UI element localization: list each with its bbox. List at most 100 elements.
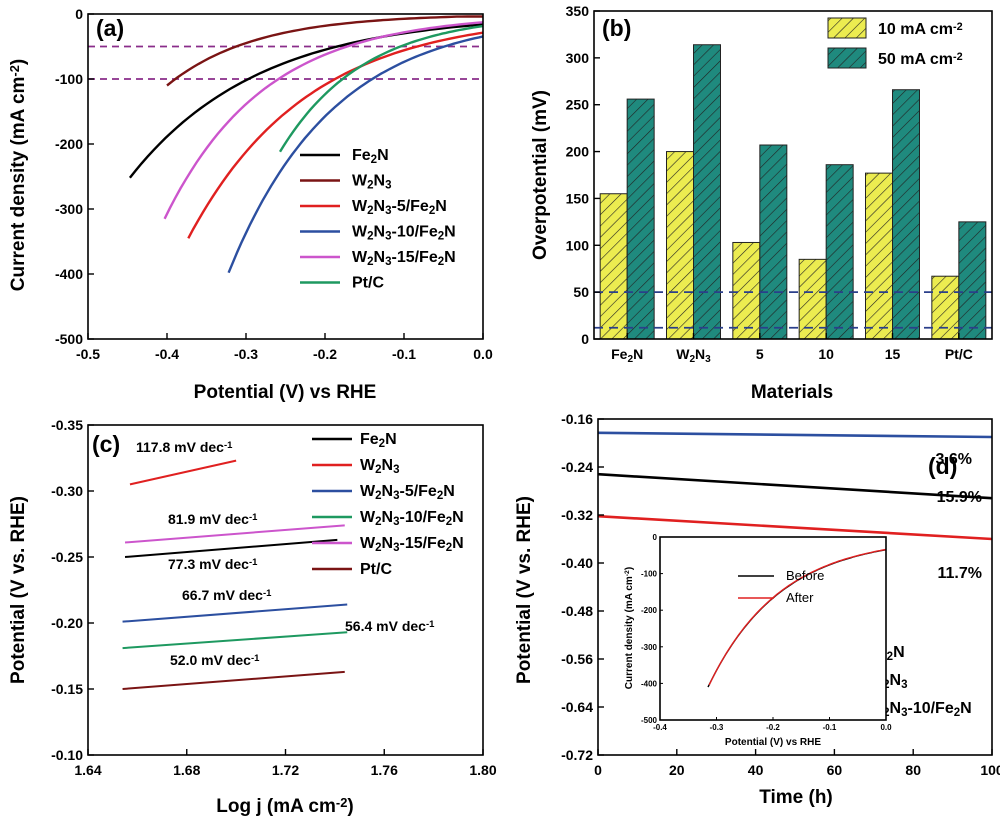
panel-a-plot-frame — [87, 13, 484, 340]
panel-c-y-axis-title: Potential (V vs. RHE) — [8, 496, 29, 684]
panel-b-bar-hatch — [627, 99, 655, 339]
panel-b-y-tick-label: 0 — [581, 331, 589, 347]
panel-b-bar-hatch — [600, 193, 628, 339]
panel-a-x-axis-title: Potential (V) vs RHE — [194, 382, 377, 403]
panel-d-inset-x-tick-label: -0.4 — [653, 723, 667, 732]
panel-d-x-tick-label: 60 — [827, 762, 843, 778]
panel-b-category-label: W2N3 — [676, 346, 711, 365]
panel-d-inset-y-tick-label: -300 — [641, 643, 658, 652]
panel-b-category-label: 10 — [818, 346, 834, 362]
panel-d-inset-y-tick-label: -400 — [641, 679, 658, 688]
panel-c-slope-annotation: 81.9 mV dec-1 — [168, 511, 258, 527]
panel-c-slope-annotation: 77.3 mV dec-1 — [168, 556, 258, 572]
panel-d-y-tick-label: -0.32 — [561, 507, 593, 523]
panel-a-series-line — [227, 35, 484, 274]
panel-b-y-tick-label: 350 — [566, 3, 590, 19]
panel-b-overpotential-bars: Fe2N W2N3 5 10 15 Pt/C 0 50 100 150 200 250 300 350 Ma… — [530, 3, 993, 403]
panel-c-y-tick-label: -0.10 — [51, 747, 83, 763]
panel-c-y-tick-label: -0.20 — [51, 615, 83, 631]
panel-b-category-label: Pt/C — [945, 346, 973, 362]
panel-c-y-tick-label: -0.15 — [51, 681, 83, 697]
panel-c-y-tick-label: -0.30 — [51, 483, 83, 499]
panel-b-bar-hatch — [759, 145, 787, 339]
panel-b-category-label: 5 — [756, 346, 764, 362]
panel-d-y-tick-label: -0.48 — [561, 603, 593, 619]
panel-c-legend-label: Pt/C — [360, 561, 392, 578]
panel-c-series-line — [124, 524, 345, 544]
panel-d-inset-y-tick-label: -100 — [641, 570, 658, 579]
panel-d-inset-x-tick-label: -0.2 — [766, 723, 780, 732]
panel-c-series-line — [124, 538, 338, 558]
panel-c-series-line — [122, 603, 348, 623]
panel-d-series-line — [597, 514, 993, 541]
panel-d-plot-frame — [597, 418, 993, 756]
panel-b-bar-hatch — [799, 259, 827, 339]
panel-d-y-axis-title: Potential (V vs. RHE) — [514, 496, 535, 684]
panel-b-bar-hatch — [892, 89, 920, 339]
panel-b-bar-hatch — [931, 276, 959, 339]
panel-d-y-tick-label: -0.56 — [561, 651, 593, 667]
panel-c-x-tick-label: 1.80 — [469, 762, 496, 778]
panel-a-series-line — [278, 24, 484, 153]
panel-b-category-label: Fe2N — [611, 346, 643, 365]
panel-b-bar-hatch — [732, 242, 760, 339]
panel-d-inset-y-tick-label: -500 — [641, 716, 658, 725]
panel-c-legend-label: W2N3 — [360, 457, 399, 476]
panel-d-inset-y-axis-title: Current density (mA cm-2) — [624, 567, 635, 689]
panel-d-y-tick-label: -0.16 — [561, 411, 593, 427]
panel-d-change-annotation: 11.7% — [938, 565, 982, 582]
panel-b-label: (b) — [602, 15, 631, 41]
panel-d-y-tick-label: -0.72 — [561, 747, 593, 763]
panel-a-x-tick-label: 0.0 — [473, 346, 493, 362]
panel-d-y-tick-label: -0.24 — [561, 459, 593, 475]
panel-a-x-tick-label: -0.3 — [234, 346, 258, 362]
panel-d-series-line — [597, 431, 993, 439]
panel-d-x-axis-title: Time (h) — [759, 787, 833, 808]
panel-d-x-tick-label: 0 — [594, 762, 602, 778]
panel-b-legend-label: 10 mA cm-2 — [878, 21, 963, 38]
panel-b-y-tick-label: 250 — [566, 97, 590, 113]
panel-d-inset-x-tick-label: -0.3 — [710, 723, 724, 732]
panel-c-legend-label: W2N3-5/Fe2N — [360, 483, 455, 502]
panel-b-bar-hatch — [666, 151, 694, 339]
panel-c-legend-label: Fe2N — [360, 431, 397, 450]
panel-b-y-tick-label: 50 — [573, 284, 589, 300]
panel-c-x-axis-title: Log j (mA cm-2) — [216, 795, 353, 817]
panel-c-y-tick-label: -0.25 — [51, 549, 83, 565]
panel-b-plot-frame — [593, 10, 993, 340]
panel-a-x-tick-label: -0.4 — [155, 346, 179, 362]
panel-d-inset-legend-label: Before — [786, 568, 824, 583]
panel-a-series-line — [187, 31, 484, 239]
panel-a-x-tick-label: -0.5 — [76, 346, 100, 362]
panel-d-y-tick-label: -0.40 — [561, 555, 593, 571]
panel-a-y-axis-title: Current density (mA cm-2) — [7, 59, 29, 291]
panel-d-inset-x-tick-label: -0.1 — [823, 723, 837, 732]
panel-c-slope-annotation: 117.8 mV dec-1 — [136, 439, 233, 455]
panel-d-y-tick-label: -0.64 — [561, 699, 593, 715]
panel-c-slope-annotation: 52.0 mV dec-1 — [170, 652, 260, 668]
panel-d-inset-x-tick-label: 0.0 — [880, 723, 892, 732]
panel-c-series-line — [129, 459, 237, 486]
panel-d-inset-legend-label: After — [786, 590, 814, 605]
panel-a-y-tick-label: -200 — [55, 136, 83, 152]
panel-c-x-tick-label: 1.68 — [173, 762, 200, 778]
panel-d-inset-series-line — [708, 548, 887, 686]
panel-a-legend-label: Pt/C — [352, 275, 384, 292]
panel-c-slope-annotation: 66.7 mV dec-1 — [182, 587, 272, 603]
panel-a-y-tick-label: 0 — [75, 6, 83, 22]
panel-c-label: (c) — [92, 431, 120, 457]
panel-c-legend-label: W2N3-15/Fe2N — [360, 535, 464, 554]
panel-a-y-tick-label: -100 — [55, 71, 83, 87]
panel-b-bar-hatch — [826, 164, 854, 339]
panel-d-label: (d) — [928, 453, 957, 479]
panel-b-y-tick-label: 100 — [566, 237, 590, 253]
panel-a-legend-label: W2N3-5/Fe2N — [352, 198, 447, 217]
panel-c-legend-label: W2N3-10/Fe2N — [360, 509, 464, 528]
panel-b-y-tick-label: 150 — [566, 190, 590, 206]
panel-a-series-line — [163, 21, 484, 220]
panel-b-y-tick-label: 200 — [566, 144, 590, 160]
panel-a-series-line — [166, 15, 483, 87]
panel-d-series-line — [597, 472, 993, 500]
panel-b-legend-swatch-hatch — [828, 48, 866, 68]
